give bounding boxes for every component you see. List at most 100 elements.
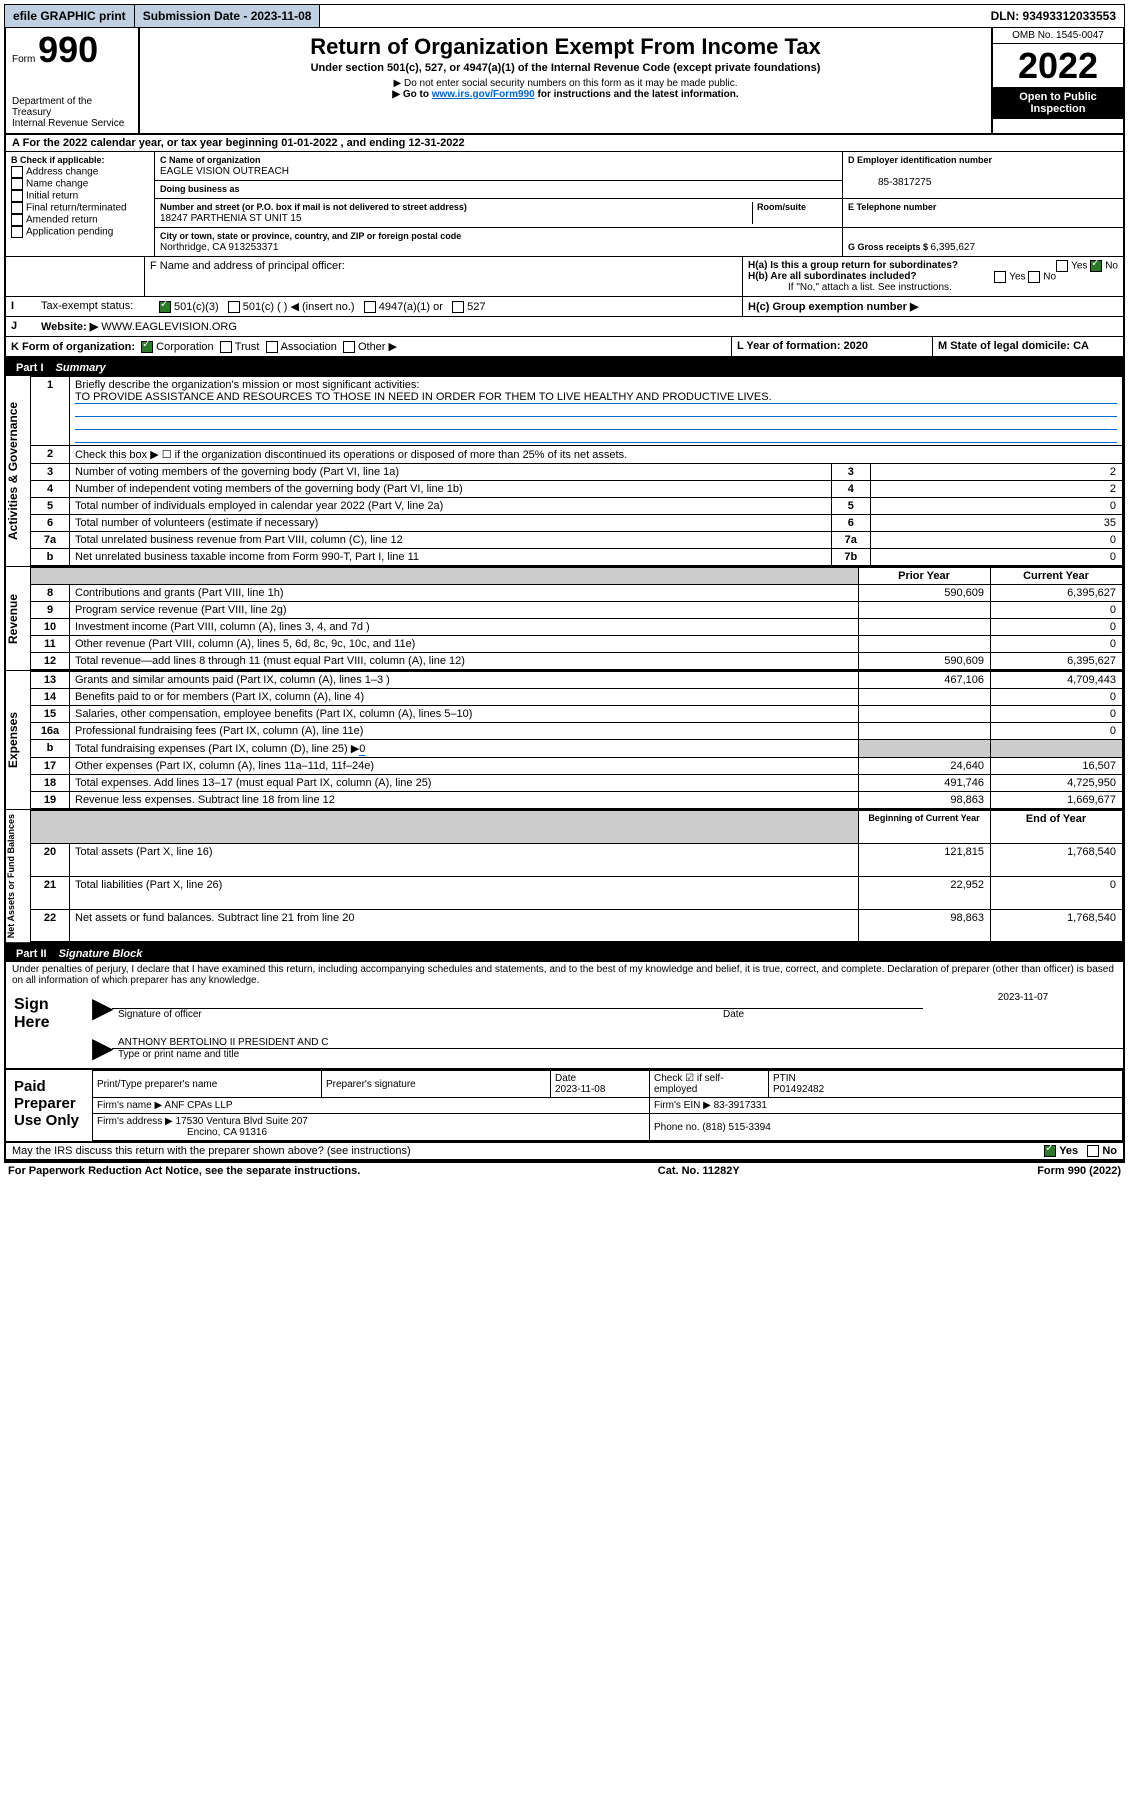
exp-table: 13Grants and similar amounts paid (Part …: [30, 671, 1123, 809]
may-no-checkbox[interactable]: [1087, 1145, 1099, 1157]
l20-num: 20: [31, 843, 70, 876]
dba-label: Doing business as: [160, 184, 240, 194]
form-header: Form 990 Department of the Treasury Inte…: [4, 28, 1125, 135]
open-inspection: Open to Public Inspection: [993, 87, 1123, 119]
trust-checkbox[interactable]: [220, 341, 232, 353]
checkif-label: Check ☑ if self-employed: [650, 1071, 769, 1098]
hc-cell: H(c) Group exemption number ▶: [742, 297, 1123, 316]
opt-501c3: 501(c)(3): [174, 301, 219, 313]
e-label: E Telephone number: [848, 202, 936, 212]
hb-yes-checkbox[interactable]: [994, 271, 1006, 283]
row-klm: K Form of organization: Corporation Trus…: [4, 337, 1125, 358]
b-label: B Check if applicable:: [11, 155, 105, 165]
527-checkbox[interactable]: [452, 301, 464, 313]
row-j: J Website: ▶ WWW.EAGLEVISION.ORG: [4, 317, 1125, 337]
note2-post: for instructions and the latest informat…: [538, 89, 739, 100]
corp-checkbox[interactable]: [141, 341, 153, 353]
paid-content: Print/Type preparer's name Preparer's si…: [92, 1070, 1123, 1141]
line-3-num: 3: [31, 464, 70, 481]
assoc-checkbox[interactable]: [266, 341, 278, 353]
initial-return-checkbox[interactable]: [11, 190, 23, 202]
paid-preparer-block: Paid Preparer Use Only Print/Type prepar…: [4, 1070, 1125, 1143]
firmein-value: 83-3917331: [714, 1100, 767, 1111]
line-2-num: 2: [31, 446, 70, 464]
top-bar: efile GRAPHIC print Submission Date - 20…: [4, 4, 1125, 28]
footer-right: Form 990 (2022): [1037, 1165, 1121, 1177]
l-cell: L Year of formation: 2020: [731, 337, 932, 356]
l21-prior: 22,952: [859, 876, 991, 909]
c-name-label: C Name of organization: [160, 155, 261, 165]
line-6-box: 6: [831, 515, 870, 532]
line-3-box: 3: [831, 464, 870, 481]
opt-501c: 501(c) ( ) ◀ (insert no.): [243, 301, 355, 313]
sig-date-value: 2023-11-07: [923, 988, 1123, 1028]
ha-no: No: [1105, 261, 1118, 272]
l11-text: Other revenue (Part VIII, column (A), li…: [70, 636, 859, 653]
k-trust: Trust: [235, 341, 260, 353]
l18-text: Total expenses. Add lines 13–17 (must eq…: [70, 775, 859, 792]
l14-num: 14: [31, 689, 70, 706]
type-name-label: Type or print name and title: [112, 1049, 1123, 1060]
hb-no-checkbox[interactable]: [1028, 271, 1040, 283]
firmname-label: Firm's name ▶: [97, 1100, 162, 1111]
ag-table: 1 Briefly describe the organization's mi…: [30, 376, 1123, 566]
j-letter: J: [6, 317, 36, 336]
may-yes: Yes: [1059, 1145, 1078, 1157]
addr-change-checkbox[interactable]: [11, 166, 23, 178]
row-i: I Tax-exempt status: 501(c)(3) 501(c) ( …: [4, 297, 1125, 317]
l16b-prior: [859, 740, 991, 758]
room-label: Room/suite: [757, 202, 806, 212]
header-grid: B Check if applicable: Address change Na…: [4, 152, 1125, 257]
may-yes-checkbox[interactable]: [1044, 1145, 1056, 1157]
l16b-num: b: [31, 740, 70, 758]
501c-checkbox[interactable]: [228, 301, 240, 313]
app-pending-checkbox[interactable]: [11, 226, 23, 238]
part-i-header: Part I Summary: [4, 358, 1125, 376]
line-5-val: 0: [870, 498, 1122, 515]
vert-net: Net Assets or Fund Balances: [6, 810, 30, 942]
other-checkbox[interactable]: [343, 341, 355, 353]
city-label: City or town, state or province, country…: [160, 231, 461, 241]
sign-caret-icon-2: ▶: [92, 1028, 112, 1068]
line-6-val: 35: [870, 515, 1122, 532]
efile-print-button[interactable]: efile GRAPHIC print: [5, 5, 135, 27]
l13-num: 13: [31, 672, 70, 689]
l16a-text: Professional fundraising fees (Part IX, …: [70, 723, 859, 740]
l22-text: Net assets or fund balances. Subtract li…: [70, 909, 859, 942]
ptin-label: PTIN: [773, 1073, 796, 1084]
l9-text: Program service revenue (Part VIII, line…: [70, 602, 859, 619]
pdate-value: 2023-11-08: [555, 1084, 605, 1095]
c-dba-cell: Doing business as: [154, 181, 843, 199]
section-b: B Check if applicable: Address change Na…: [6, 152, 154, 257]
l16b-val: 0: [359, 743, 365, 756]
g-receipts-cell: G Gross receipts $ 6,395,627: [843, 228, 1123, 257]
l16a-curr: 0: [991, 723, 1123, 740]
k-other: Other ▶: [358, 341, 397, 353]
line-5-text: Total number of individuals employed in …: [70, 498, 832, 515]
rev-spacer: [31, 568, 859, 585]
amended-return-checkbox[interactable]: [11, 214, 23, 226]
ha-no-checkbox[interactable]: [1090, 260, 1102, 272]
footer: For Paperwork Reduction Act Notice, see …: [4, 1161, 1125, 1179]
submission-date-button[interactable]: Submission Date - 2023-11-08: [135, 5, 321, 27]
org-name: EAGLE VISION OUTREACH: [160, 166, 289, 177]
row-a-tax-year: A For the 2022 calendar year, or tax yea…: [4, 135, 1125, 152]
l16a-num: 16a: [31, 723, 70, 740]
final-return-checkbox[interactable]: [11, 202, 23, 214]
firmaddr-value: 17530 Ventura Blvd Suite 207: [176, 1116, 308, 1127]
4947-checkbox[interactable]: [364, 301, 376, 313]
501c3-checkbox[interactable]: [159, 301, 171, 313]
form-header-right: OMB No. 1545-0047 2022 Open to Public In…: [991, 28, 1123, 133]
irs-gov-link[interactable]: www.irs.gov/Form990: [432, 89, 535, 100]
rev-table: Prior YearCurrent Year 8Contributions an…: [30, 567, 1123, 670]
e-phone-cell: E Telephone number: [843, 199, 1123, 228]
opt-527: 527: [467, 301, 485, 313]
f-label: F Name and address of principal officer:: [150, 260, 345, 272]
name-change-checkbox[interactable]: [11, 178, 23, 190]
h-section: H(a) Is this a group return for subordin…: [743, 257, 1123, 296]
l22-curr: 1,768,540: [991, 909, 1123, 942]
sign-content: ▶ Signature of officer Date 2023-11-07 ▶…: [92, 988, 1123, 1068]
ein-value: 85-3817275: [848, 177, 931, 188]
ha-yes-checkbox[interactable]: [1056, 260, 1068, 272]
line-2: Check this box ▶ ☐ if the organization d…: [70, 446, 1123, 464]
